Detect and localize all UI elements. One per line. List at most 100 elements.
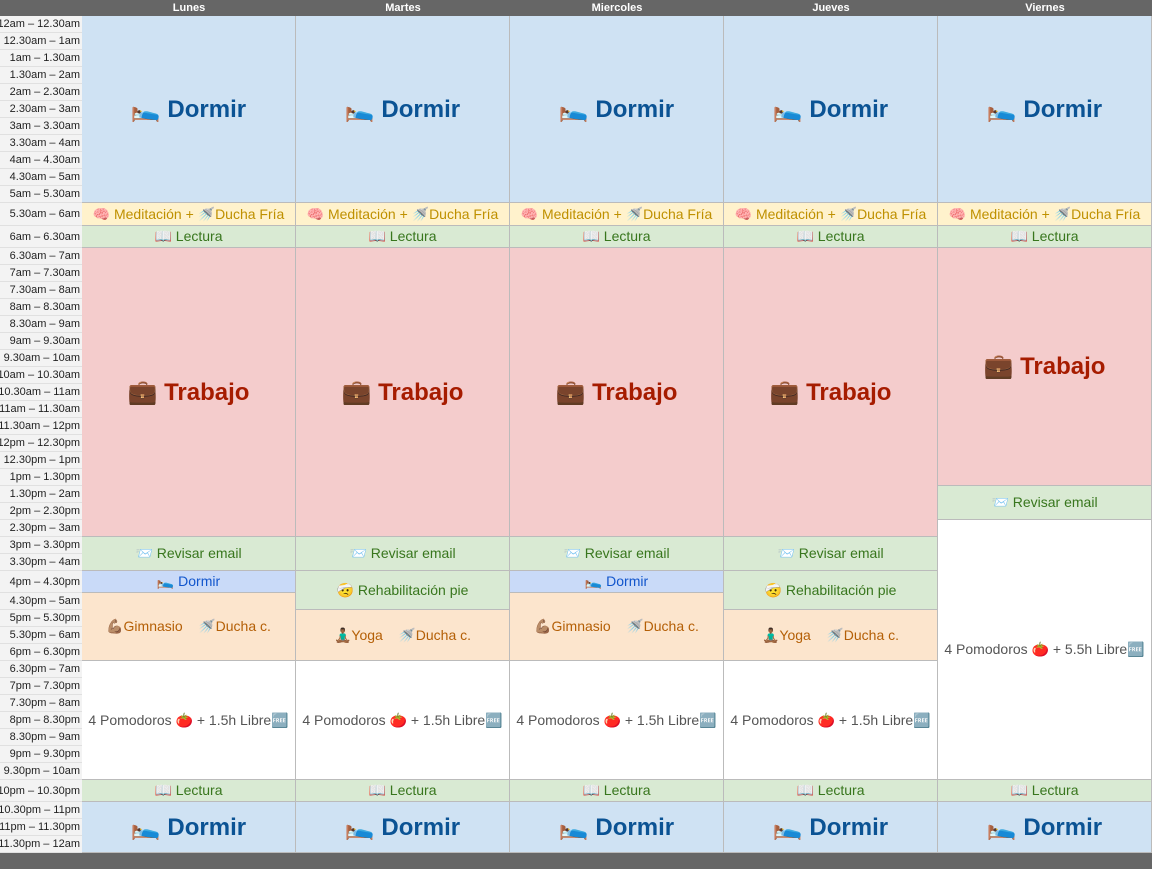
time-label: 11.30pm – 12am (0, 836, 82, 853)
time-label: 3am – 3.30am (0, 118, 82, 135)
event: 💼 Trabajo (296, 248, 510, 537)
time-label: 9.30am – 10am (0, 350, 82, 367)
time-label: 9pm – 9.30pm (0, 746, 82, 763)
event: 🛌 Dormir (82, 571, 296, 593)
event: 📖 Lectura (724, 226, 938, 248)
time-label: 10pm – 10.30pm (0, 780, 82, 802)
event: 🧘🏾‍♂️Yoga 🚿Ducha c. (296, 610, 510, 661)
event: 📖 Lectura (510, 226, 724, 248)
time-label: 7.30pm – 8am (0, 695, 82, 712)
time-label: 3.30pm – 4am (0, 554, 82, 571)
event: 🛌 Dormir (510, 571, 724, 593)
day-header: Lunes (172, 2, 206, 14)
time-label: 1pm – 1.30pm (0, 469, 82, 486)
time-label: 8pm – 8.30pm (0, 712, 82, 729)
event: 💼 Trabajo (724, 248, 938, 537)
time-label: 4.30pm – 5am (0, 593, 82, 610)
event: 📖 Lectura (724, 780, 938, 802)
event: 4 Pomodoros 🍅 + 1.5h Libre🆓 (724, 661, 938, 780)
time-label: 1.30am – 2am (0, 67, 82, 84)
event: 4 Pomodoros 🍅 + 1.5h Libre🆓 (82, 661, 296, 780)
event: 💼 Trabajo (938, 248, 1152, 486)
event: 🛌 Dormir (938, 16, 1152, 203)
time-label: 7am – 7.30am (0, 265, 82, 282)
event: 🛌 Dormir (296, 802, 510, 853)
time-label: 4.30am – 5am (0, 169, 82, 186)
time-label: 3.30am – 4am (0, 135, 82, 152)
event: 🤕 Rehabilitación pie (724, 571, 938, 610)
event: 🧠 Meditación + 🚿Ducha Fría (938, 203, 1152, 226)
event: 🛌 Dormir (510, 16, 724, 203)
time-label: 5.30pm – 6am (0, 627, 82, 644)
time-label: 6pm – 6.30pm (0, 644, 82, 661)
event: 💼 Trabajo (510, 248, 724, 537)
time-label: 6.30pm – 7am (0, 661, 82, 678)
time-label: 12am – 12.30am (0, 16, 82, 33)
time-label: 11pm – 11.30pm (0, 819, 82, 836)
event: 📖 Lectura (510, 780, 724, 802)
time-label: 2pm – 2.30pm (0, 503, 82, 520)
event: 📨 Revisar email (510, 537, 724, 571)
time-label: 3pm – 3.30pm (0, 537, 82, 554)
event: 🛌 Dormir (82, 16, 296, 203)
day-header: Martes (385, 2, 421, 14)
time-label: 12.30pm – 1pm (0, 452, 82, 469)
time-label: 8.30am – 9am (0, 316, 82, 333)
event: 📖 Lectura (938, 780, 1152, 802)
day-header: Jueves (812, 2, 850, 14)
event: 🧠 Meditación + 🚿Ducha Fría (82, 203, 296, 226)
event: 🛌 Dormir (724, 16, 938, 203)
time-label: 2am – 2.30am (0, 84, 82, 101)
time-label: 2.30am – 3am (0, 101, 82, 118)
time-label: 6.30am – 7am (0, 248, 82, 265)
event: 💼 Trabajo (82, 248, 296, 537)
event: 4 Pomodoros 🍅 + 1.5h Libre🆓 (510, 661, 724, 780)
event: 🛌 Dormir (82, 802, 296, 853)
event: 📨 Revisar email (82, 537, 296, 571)
time-label: 5am – 5.30am (0, 186, 82, 203)
event: 🧠 Meditación + 🚿Ducha Fría (724, 203, 938, 226)
day-header: Viernes (1025, 2, 1065, 14)
event: 💪🏽Gimnasio 🚿Ducha c. (510, 593, 724, 661)
event: 🛌 Dormir (510, 802, 724, 853)
event: 🧘🏾‍♂️Yoga 🚿Ducha c. (724, 610, 938, 661)
event: 📨 Revisar email (296, 537, 510, 571)
event: 🧠 Meditación + 🚿Ducha Fría (510, 203, 724, 226)
time-label: 5pm – 5.30pm (0, 610, 82, 627)
time-label: 10.30am – 11am (0, 384, 82, 401)
time-label: 4pm – 4.30pm (0, 571, 82, 593)
event: 4 Pomodoros 🍅 + 1.5h Libre🆓 (296, 661, 510, 780)
event: 🛌 Dormir (938, 802, 1152, 853)
time-label: 12pm – 12.30pm (0, 435, 82, 452)
time-label: 5.30am – 6am (0, 203, 82, 226)
time-label: 10.30pm – 11pm (0, 802, 82, 819)
event: 🛌 Dormir (296, 16, 510, 203)
time-label: 7pm – 7.30pm (0, 678, 82, 695)
event: 📨 Revisar email (938, 486, 1152, 520)
time-label: 1.30pm – 2am (0, 486, 82, 503)
time-label: 1am – 1.30am (0, 50, 82, 67)
time-label: 8am – 8.30am (0, 299, 82, 316)
time-label: 7.30am – 8am (0, 282, 82, 299)
day-header: Miercoles (591, 2, 643, 14)
event: 📖 Lectura (296, 226, 510, 248)
event: 📖 Lectura (82, 780, 296, 802)
time-label: 11am – 11.30am (0, 401, 82, 418)
time-label: 8.30pm – 9am (0, 729, 82, 746)
event: 📖 Lectura (82, 226, 296, 248)
time-label: 9am – 9.30am (0, 333, 82, 350)
time-label: 2.30pm – 3am (0, 520, 82, 537)
time-label: 12.30am – 1am (0, 33, 82, 50)
event: 📖 Lectura (938, 226, 1152, 248)
time-label: 4am – 4.30am (0, 152, 82, 169)
time-label: 9.30pm – 10am (0, 763, 82, 780)
time-label: 6am – 6.30am (0, 226, 82, 248)
event: 4 Pomodoros 🍅 + 5.5h Libre🆓 (938, 520, 1152, 780)
event: 💪🏽Gimnasio 🚿Ducha c. (82, 593, 296, 661)
event: 📨 Revisar email (724, 537, 938, 571)
event: 📖 Lectura (296, 780, 510, 802)
event: 🤕 Rehabilitación pie (296, 571, 510, 610)
time-label: 11.30am – 12pm (0, 418, 82, 435)
event: 🛌 Dormir (724, 802, 938, 853)
